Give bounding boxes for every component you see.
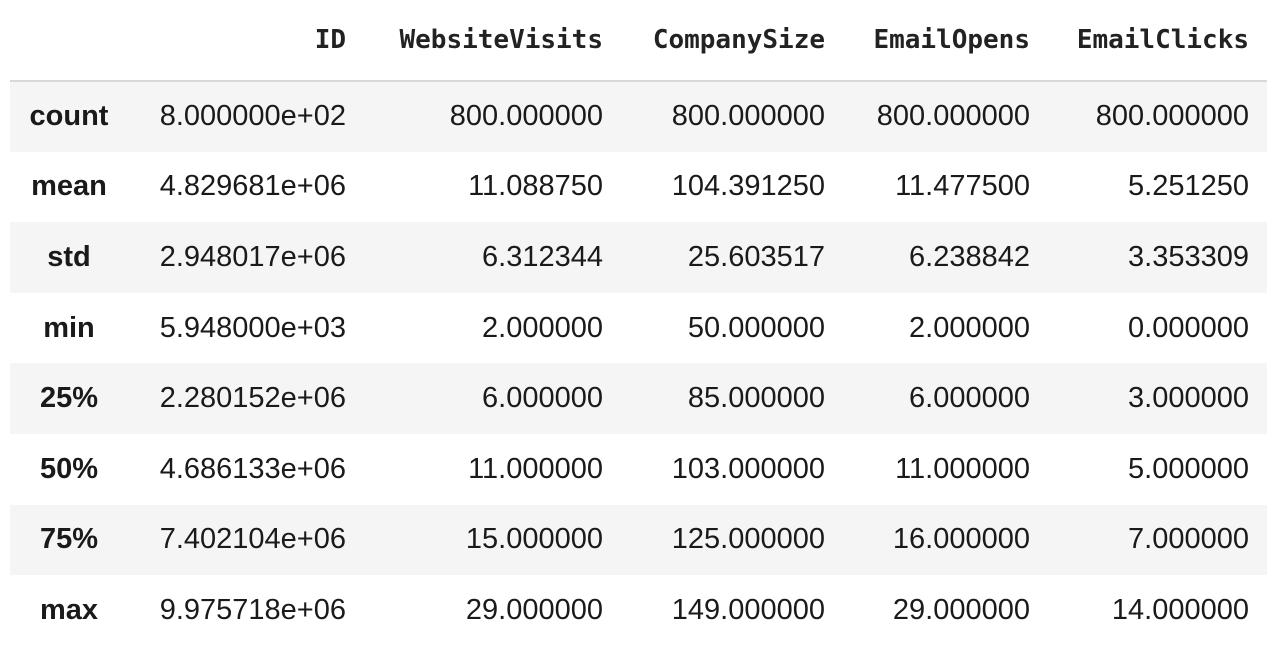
cell-id: 4.829681e+06	[159, 170, 346, 203]
row-label: 75%	[39, 523, 99, 556]
cell-websitevisits: 6.312344	[482, 240, 603, 273]
cell-websitevisits: 6.000000	[482, 382, 603, 415]
cell-id: 2.948017e+06	[159, 240, 346, 273]
cell-emailclicks: 14.000000	[1111, 593, 1249, 626]
row-label: mean	[31, 170, 107, 203]
row-label: max	[39, 593, 99, 626]
table-body: count 8.000000e+02 800.000000 800.000000 800…	[10, 81, 1267, 646]
column-header-companysize: CompanySize	[621, 0, 843, 82]
cell-emailclicks: 3.000000	[1128, 382, 1249, 415]
cell-id: 5.948000e+03	[159, 311, 346, 344]
cell-websitevisits: 15.000000	[465, 523, 603, 556]
row-label: count	[29, 100, 109, 133]
cell-emailclicks: 3.353309	[1128, 240, 1249, 273]
table-row: 50% 4.686133e+06 11.000000 103.000000 11.000…	[10, 433, 1267, 505]
cell-companysize: 25.603517	[687, 240, 825, 273]
table-row: min 5.948000e+03 2.000000 50.000000 2.000000…	[10, 292, 1267, 364]
cell-emailopens: 6.238842	[909, 240, 1030, 273]
table-row: mean 4.829681e+06 11.088750 104.391250 11.47…	[10, 151, 1267, 223]
cell-companysize: 800.000000	[671, 100, 825, 133]
dataframe-output: ID WebsiteVisits CompanySize EmailOpens …	[10, 0, 1267, 646]
table-row: 25% 2.280152e+06 6.000000 85.000000 6.000000…	[10, 363, 1267, 434]
cell-emailopens: 11.477500	[895, 170, 1030, 203]
cell-websitevisits: 2.000000	[482, 311, 603, 344]
column-header-emailopens: EmailOpens	[843, 0, 1048, 82]
cell-websitevisits: 11.000000	[468, 452, 603, 485]
cell-companysize: 103.000000	[671, 452, 825, 485]
cell-emailclicks: 5.000000	[1128, 452, 1249, 485]
row-label: std	[47, 240, 91, 273]
cell-companysize: 125.000000	[671, 523, 825, 556]
table-row: max 9.975718e+06 29.000000 149.000000 29.000…	[10, 575, 1267, 646]
describe-table: ID WebsiteVisits CompanySize EmailOpens …	[10, 0, 1267, 646]
column-header-emailclicks: EmailClicks	[1048, 0, 1267, 82]
cell-emailclicks: 7.000000	[1128, 523, 1249, 556]
column-header-id: ID	[128, 0, 364, 82]
cell-emailopens: 11.000000	[895, 452, 1030, 485]
cell-websitevisits: 29.000000	[465, 593, 603, 626]
row-label: 50%	[39, 452, 99, 485]
cell-companysize: 104.391250	[671, 170, 825, 203]
cell-id: 4.686133e+06	[159, 452, 346, 485]
cell-emailopens: 16.000000	[892, 523, 1030, 556]
cell-emailopens: 29.000000	[892, 593, 1030, 626]
header-row: ID WebsiteVisits CompanySize EmailOpens …	[10, 0, 1267, 82]
cell-id: 9.975718e+06	[159, 593, 346, 626]
cell-emailopens: 6.000000	[909, 382, 1030, 415]
cell-companysize: 85.000000	[687, 382, 825, 415]
row-label: 25%	[39, 382, 99, 415]
cell-id: 8.000000e+02	[159, 100, 346, 133]
cell-websitevisits: 11.088750	[468, 170, 603, 203]
cell-id: 2.280152e+06	[159, 382, 346, 415]
cell-emailopens: 800.000000	[876, 100, 1030, 133]
table-row: std 2.948017e+06 6.312344 25.603517 6.238842…	[10, 222, 1267, 293]
table-row: 75% 7.402104e+06 15.000000 125.000000 16.000…	[10, 504, 1267, 576]
cell-id: 7.402104e+06	[159, 523, 346, 556]
table-header: ID WebsiteVisits CompanySize EmailOpens …	[10, 0, 1267, 82]
cell-emailclicks: 5.251250	[1128, 170, 1249, 203]
cell-emailopens: 2.000000	[909, 311, 1030, 344]
cell-emailclicks: 800.000000	[1095, 100, 1249, 133]
column-header-websitevisits: WebsiteVisits	[364, 0, 621, 82]
cell-companysize: 50.000000	[687, 311, 825, 344]
index-header	[10, 0, 128, 82]
cell-websitevisits: 800.000000	[449, 100, 603, 133]
table-row: count 8.000000e+02 800.000000 800.000000 800…	[10, 81, 1267, 152]
row-label: min	[43, 311, 95, 344]
cell-companysize: 149.000000	[671, 593, 825, 626]
cell-emailclicks: 0.000000	[1128, 311, 1249, 344]
